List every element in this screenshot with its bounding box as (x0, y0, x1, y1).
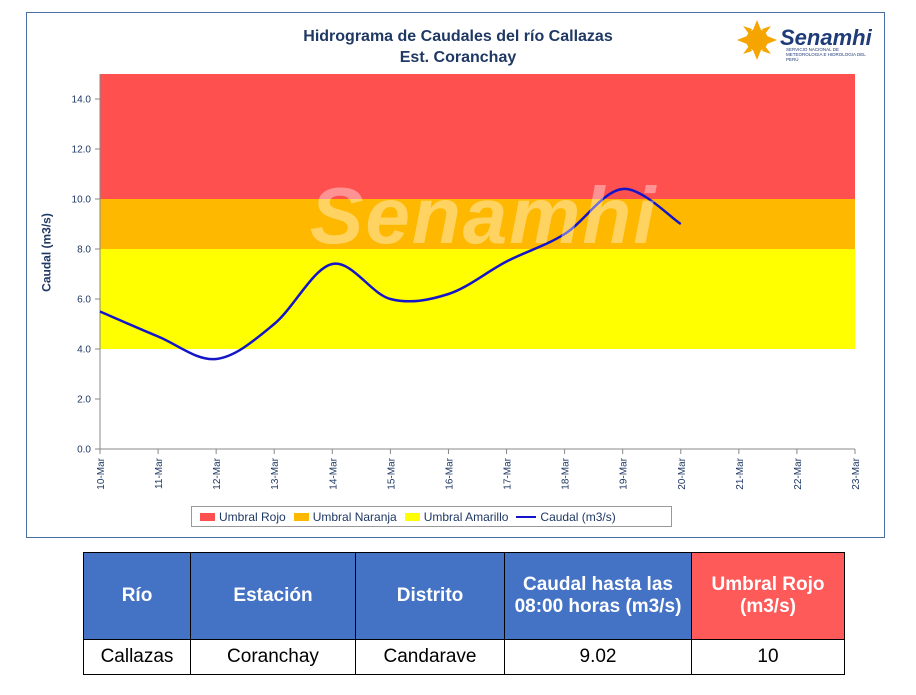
header-umbral-rojo: Umbral Rojo (m3/s) (691, 552, 845, 640)
y-tick-label: 12.0 (72, 145, 92, 156)
senamhi-sun-icon (737, 20, 777, 60)
x-tick-label: 15-Mar (386, 457, 397, 489)
legend-label: Umbral Rojo (219, 509, 286, 524)
table-header-row: Río Estación Distrito Caudal hasta las 0… (83, 552, 845, 640)
x-tick-label: 11-Mar (154, 457, 165, 489)
legend-swatch-rojo (200, 512, 215, 521)
legend-label: Umbral Amarillo (423, 509, 509, 524)
y-tick-label: 14.0 (72, 95, 92, 106)
header-estacion: Estación (190, 552, 356, 640)
header-distrito: Distrito (355, 552, 505, 640)
x-tick-label: 21-Mar (735, 457, 746, 489)
cell-umbral-rojo: 10 (691, 639, 845, 675)
cell-distrito: Candarave (355, 639, 505, 675)
band-2 (100, 249, 855, 349)
logo-subtitle: SERVICIO NACIONAL DE METEOROLOGIA E HIDR… (786, 47, 866, 62)
logo-text: Senamhi (780, 25, 872, 50)
legend-item-naranja: Umbral Naranja (293, 509, 397, 524)
cell-estacion: Coranchay (190, 639, 356, 675)
x-tick-label: 16-Mar (444, 457, 455, 489)
chart-title: Hidrograma de Caudales del río Callazas (303, 28, 613, 45)
y-tick-label: 10.0 (72, 195, 92, 206)
y-tick-label: 4.0 (77, 345, 91, 356)
legend-item-amarillo: Umbral Amarillo (404, 509, 509, 524)
legend-swatch-caudal (516, 515, 537, 518)
x-tick-label: 20-Mar (677, 457, 688, 489)
x-tick-label: 14-Mar (328, 457, 339, 489)
chart-subtitle: Est. Coranchay (399, 49, 517, 66)
x-tick-label: 18-Mar (561, 457, 572, 489)
table-row: Callazas Coranchay Candarave 9.02 10 (83, 639, 845, 675)
header-rio: Río (83, 552, 191, 640)
cell-caudal: 9.02 (504, 639, 692, 675)
y-tick-label: 6.0 (77, 295, 91, 306)
legend-item-caudal: Caudal (m3/s) (516, 509, 616, 524)
legend-label: Caudal (m3/s) (540, 509, 616, 524)
x-tick-label: 17-Mar (503, 457, 514, 489)
legend-item-rojo: Umbral Rojo (200, 510, 286, 524)
x-tick-label: 13-Mar (270, 457, 281, 489)
y-tick-label: 8.0 (77, 245, 91, 256)
band-0 (100, 74, 855, 199)
hydrograph-chart: 0.0 2.0 4.0 6.0 8.0 10.0 12.0 14.0 10-Mar 11-Mar 1… (72, 74, 862, 490)
x-tick-label: 23-Mar (851, 457, 862, 489)
x-tick-label: 22-Mar (793, 457, 804, 489)
watermark: Senamhi (310, 171, 658, 260)
y-tick-label: 0.0 (77, 445, 91, 456)
cell-rio: Callazas (83, 639, 191, 675)
legend-swatch-amarillo (404, 512, 420, 521)
legend-label: Umbral Naranja (312, 509, 397, 524)
x-tick-label: 10-Mar (96, 457, 107, 489)
y-tick-label: 2.0 (77, 395, 91, 406)
x-tick-label: 19-Mar (619, 457, 630, 489)
legend-swatch-naranja (293, 512, 309, 521)
data-table: Río Estación Distrito Caudal hasta las 0… (83, 552, 845, 675)
series-line-caudal (99, 187, 682, 361)
chart-legend: Umbral Rojo Umbral Naranja Umbral Amaril… (191, 506, 672, 527)
x-tick-label: 12-Mar (212, 457, 223, 489)
header-caudal: Caudal hasta las 08:00 horas (m3/s) (504, 552, 692, 640)
band-1 (100, 199, 855, 249)
